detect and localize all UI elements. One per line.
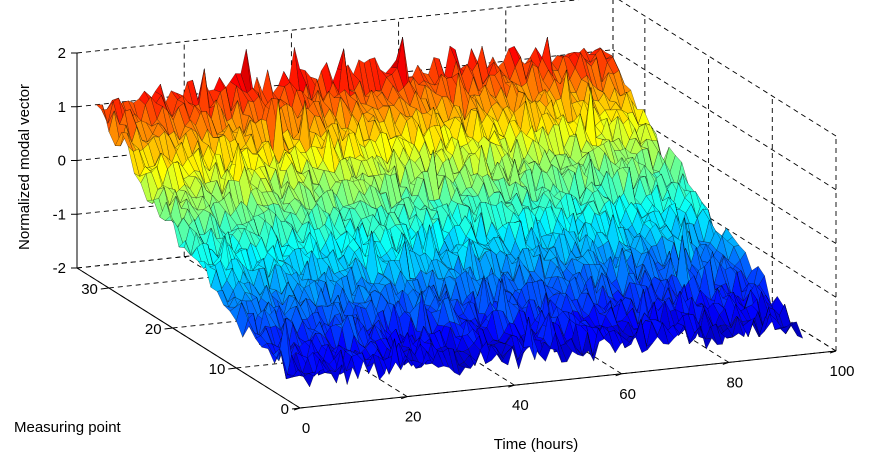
y-tick-label: 10: [209, 361, 226, 378]
x-tick-mark: [615, 373, 622, 377]
z-tick-label: 1: [58, 99, 66, 116]
x-tick-label: 100: [829, 363, 854, 380]
side-wall-gridline-z: [618, 0, 837, 137]
side-wall-gridline-z: [612, 49, 837, 191]
x-tick-label: 80: [726, 374, 743, 391]
x-tick-mark: [508, 384, 515, 388]
label-layer: Time (hours) Measuring point Normalized …: [14, 84, 578, 453]
z-tick-label: 2: [58, 45, 66, 62]
x-tick-label: 20: [405, 409, 422, 426]
back-wall-gridline-z: [76, 0, 580, 54]
x-tick-mark: [722, 361, 729, 365]
x-tick-label: 40: [512, 397, 529, 414]
x-tick-label: 60: [619, 386, 636, 403]
surface-layer: [95, 36, 803, 388]
y-tick-mark: [228, 367, 237, 370]
y-axis-line: [76, 267, 301, 409]
x-axis-label: Time (hours): [494, 436, 578, 453]
z-tick-label: -2: [53, 260, 66, 277]
y-tick-label: 20: [145, 321, 162, 338]
y-tick-mark: [291, 407, 301, 410]
z-tick-label: -1: [53, 206, 66, 223]
x-tick-label: 0: [302, 420, 310, 437]
y-tick-mark: [164, 327, 173, 330]
y-axis-label: Measuring point: [14, 419, 122, 436]
x-axis-line: [299, 350, 837, 409]
z-tick-label: 0: [58, 153, 66, 170]
y-tick-label: 0: [281, 401, 289, 418]
z-axis-label: Normalized modal vector: [16, 84, 33, 250]
surface-face: [790, 321, 803, 339]
x-tick-mark: [829, 350, 837, 354]
y-tick-mark: [100, 287, 109, 290]
x-tick-mark: [401, 396, 408, 400]
y-tick-label: 30: [81, 281, 98, 298]
